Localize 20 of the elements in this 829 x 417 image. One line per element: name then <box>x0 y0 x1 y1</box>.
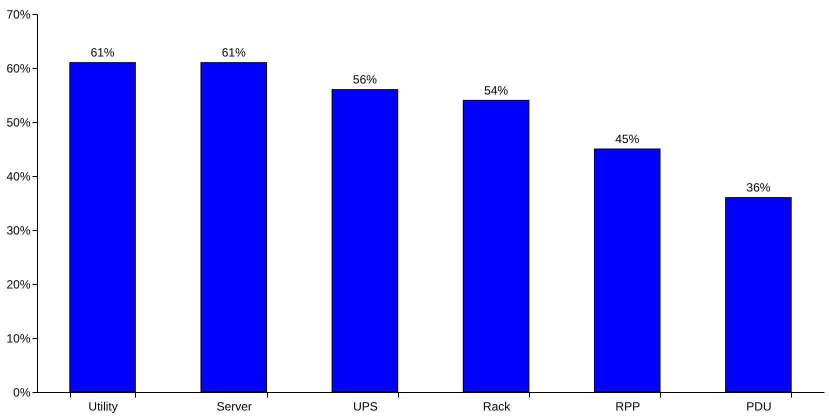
y-tick-label: 60% <box>6 62 31 76</box>
x-tick-label: Utility <box>88 400 118 414</box>
x-tick-label: PDU <box>746 400 772 414</box>
x-tick-label: UPS <box>353 400 378 414</box>
y-tick-label: 40% <box>6 170 31 184</box>
y-tick-label: 10% <box>6 332 31 346</box>
y-tick-label: 0% <box>13 386 31 400</box>
y-tick-label: 70% <box>6 8 31 22</box>
data-label: 61% <box>222 46 246 60</box>
y-tick-label: 30% <box>6 224 31 238</box>
data-label: 56% <box>352 72 378 87</box>
data-label: 61% <box>90 46 115 60</box>
data-label: 45% <box>615 132 640 146</box>
x-tick-label: RPP <box>615 400 640 414</box>
y-tick-label: 50% <box>6 116 31 130</box>
data-label: 36% <box>746 180 771 195</box>
x-tick-label: Server <box>216 400 252 414</box>
y-tick-label: 20% <box>6 278 31 292</box>
x-tick-label: Rack <box>482 400 512 414</box>
data-label: 54% <box>484 83 508 98</box>
